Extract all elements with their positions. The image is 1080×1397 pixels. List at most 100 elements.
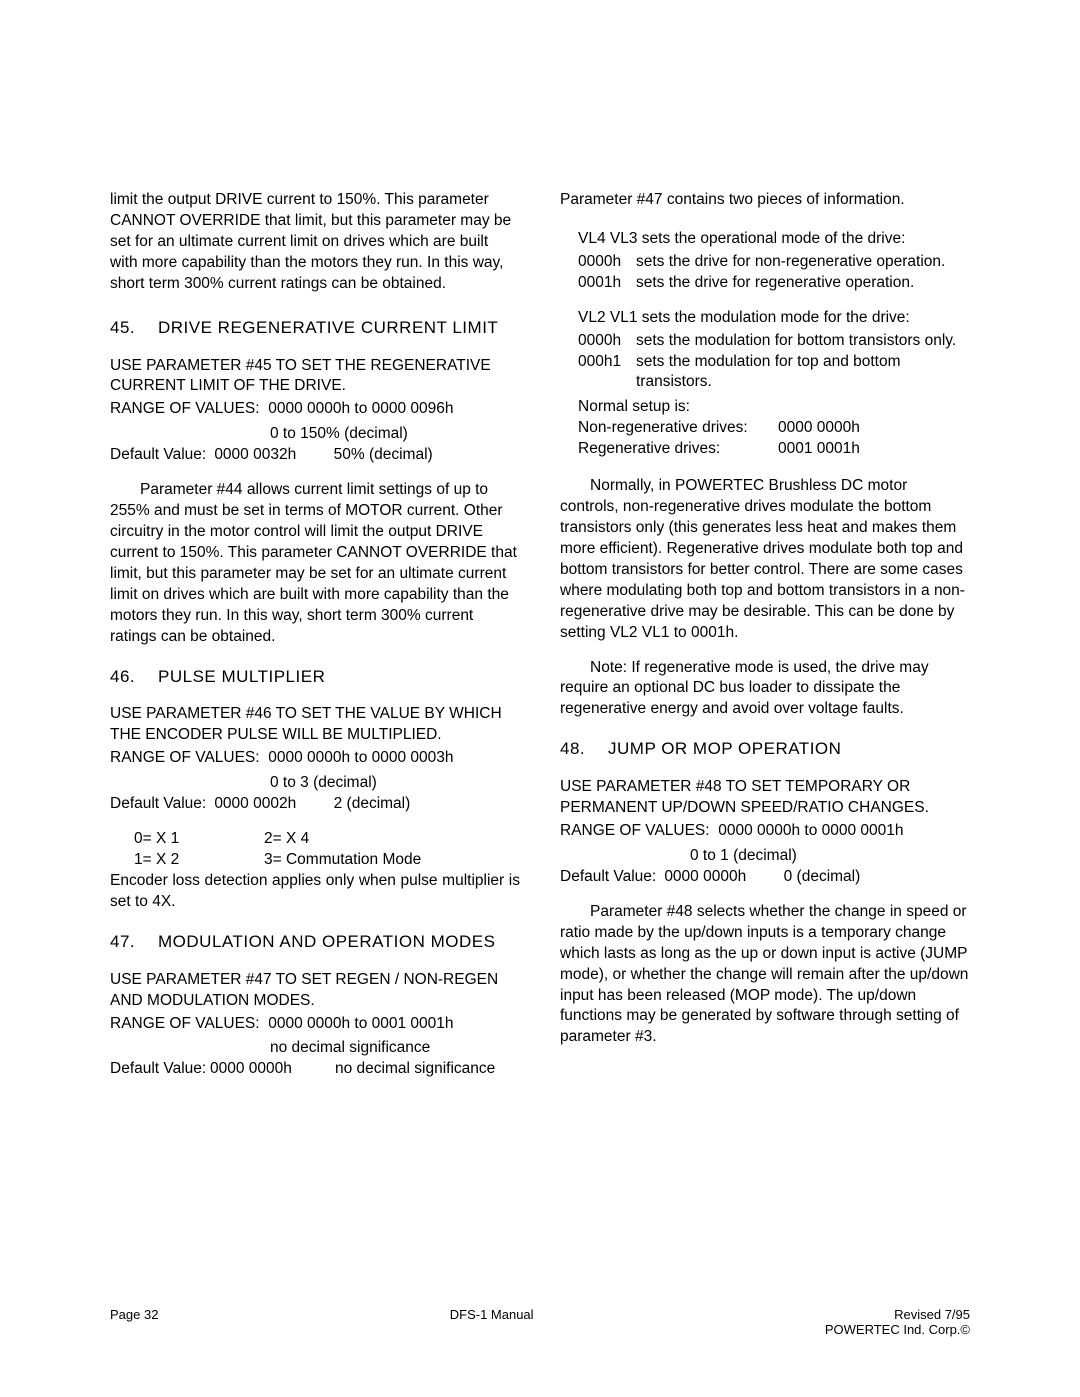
section-48-heading: 48. JUMP OR MOP OPERATION (560, 738, 970, 761)
default-hex: 0000 0002h (214, 794, 309, 815)
mode-desc: sets the modulation for top and bottom t… (636, 352, 970, 394)
section-46-range: RANGE OF VALUES: 0000 0000h to 0000 0003… (110, 748, 520, 769)
section-47-range: RANGE OF VALUES: 0000 0000h to 0001 0001… (110, 1014, 520, 1035)
section-46-heading: 46. PULSE MULTIPLIER (110, 666, 520, 689)
mode-desc: sets the drive for non-regenerative oper… (636, 252, 970, 273)
section-45-range-dec: 0 to 150% (decimal) (110, 424, 520, 445)
default-hex: 0000 0000h (664, 867, 759, 888)
section-45-title: DRIVE REGENERATIVE CURRENT LIMIT (158, 317, 520, 340)
default-dec: no decimal significance (315, 1059, 520, 1080)
section-46-use: USE PARAMETER #46 TO SET THE VALUE BY WH… (110, 704, 520, 746)
pulse-2: 2= X 4 (264, 829, 309, 850)
vl4-vl3-lead: VL4 VL3 sets the operational mode of the… (578, 229, 970, 250)
section-46-note: Encoder loss detection applies only when… (110, 871, 520, 913)
footer-center: DFS-1 Manual (450, 1307, 534, 1337)
section-48-use: USE PARAMETER #48 TO SET TEMPORARY OR PE… (560, 777, 970, 819)
mode-desc: sets the drive for regenerative operatio… (636, 273, 970, 294)
section-47-default: Default Value: 0000 0000h no decimal sig… (110, 1059, 520, 1080)
section-48-paragraph: Parameter #48 selects whether the change… (560, 902, 970, 1048)
intro-paragraph: limit the output DRIVE current to 150%. … (110, 190, 520, 295)
section-45-use: USE PARAMETER #45 TO SET THE REGENERATIV… (110, 356, 520, 398)
section-47-use: USE PARAMETER #47 TO SET REGEN / NON-REG… (110, 970, 520, 1012)
setup-value: 0000 0000h (778, 418, 970, 439)
setup-label: Regenerative drives: (578, 439, 778, 460)
mode-desc: sets the modulation for bottom transisto… (636, 331, 970, 352)
section-47-range-dec: no decimal significance (110, 1038, 520, 1059)
section-46-number: 46. (110, 666, 158, 689)
mode-code: 0001h (578, 273, 636, 294)
pulse-3: 3= Commutation Mode (264, 850, 421, 871)
footer-company: POWERTEC Ind. Corp.© (825, 1322, 970, 1337)
page-columns: limit the output DRIVE current to 150%. … (110, 190, 970, 1080)
left-column: limit the output DRIVE current to 150%. … (110, 190, 520, 1080)
table-row: 0000h sets the modulation for bottom tra… (578, 331, 970, 352)
section-48-default: Default Value: 0000 0000h 0 (decimal) (560, 867, 970, 888)
range-label: RANGE OF VALUES: (560, 822, 710, 839)
section-45-paragraph: Parameter #44 allows current limit setti… (110, 480, 520, 647)
right-para-1: Normally, in POWERTEC Brushless DC motor… (560, 476, 970, 643)
right-intro-text: Parameter #47 contains two pieces of inf… (560, 191, 905, 208)
vl4-vl3-block: VL4 VL3 sets the operational mode of the… (578, 229, 970, 294)
pulse-1: 1= X 2 (134, 850, 264, 871)
table-row: 1= X 2 3= Commutation Mode (134, 850, 520, 871)
setup-label: Non-regenerative drives: (578, 418, 778, 439)
setup-value: 0001 0001h (778, 439, 970, 460)
section-48-range-dec: 0 to 1 (decimal) (560, 846, 970, 867)
footer-revised: Revised 7/95 (825, 1307, 970, 1322)
table-row: 0000h sets the drive for non-regenerativ… (578, 252, 970, 273)
section-47-number: 47. (110, 931, 158, 954)
default-dec: 50% (decimal) (314, 445, 433, 466)
footer-right: Revised 7/95 POWERTEC Ind. Corp.© (825, 1307, 970, 1337)
range-label: RANGE OF VALUES: (110, 400, 260, 417)
section-45-heading: 45. DRIVE REGENERATIVE CURRENT LIMIT (110, 317, 520, 340)
section-46-default: Default Value: 0000 0002h 2 (decimal) (110, 794, 520, 815)
section-47-title: MODULATION AND OPERATION MODES (158, 931, 520, 954)
section-45-range: RANGE OF VALUES: 0000 0000h to 0000 0096… (110, 399, 520, 420)
table-row: 000h1 sets the modulation for top and bo… (578, 352, 970, 394)
range-hex: 0000 0000h to 0000 0096h (268, 400, 453, 417)
range-label: RANGE OF VALUES: (110, 1015, 260, 1032)
section-45-number: 45. (110, 317, 158, 340)
pulse-multiplier-table: 0= X 1 2= X 4 1= X 2 3= Commutation Mode (134, 829, 520, 871)
default-hex: 0000 0000h (210, 1059, 315, 1080)
range-hex: 0000 0000h to 0001 0001h (268, 1015, 453, 1032)
right-para-1-text: Normally, in POWERTEC Brushless DC motor… (560, 477, 965, 640)
default-label: Default Value: (110, 445, 210, 466)
mode-code: 0000h (578, 331, 636, 352)
section-45-para-text: Parameter #44 allows current limit setti… (110, 481, 517, 644)
section-48-para-text: Parameter #48 selects whether the change… (560, 903, 968, 1046)
table-row: Non-regenerative drives: 0000 0000h (578, 418, 970, 439)
section-46-title: PULSE MULTIPLIER (158, 666, 520, 689)
table-row: 0001h sets the drive for regenerative op… (578, 273, 970, 294)
mode-code: 000h1 (578, 352, 636, 394)
default-dec: 2 (decimal) (314, 794, 411, 815)
right-para-2: Note: If regenerative mode is used, the … (560, 658, 970, 721)
default-label: Default Value: (110, 794, 210, 815)
right-column: Parameter #47 contains two pieces of inf… (560, 190, 970, 1080)
default-label: Default Value: (560, 867, 660, 888)
pulse-0: 0= X 1 (134, 829, 264, 850)
range-hex: 0000 0000h to 0000 0003h (268, 749, 453, 766)
default-hex: 0000 0032h (214, 445, 309, 466)
table-row: Regenerative drives: 0001 0001h (578, 439, 970, 460)
normal-setup-block: Normal setup is: Non-regenerative drives… (578, 397, 970, 460)
vl2-vl1-block: VL2 VL1 sets the modulation mode for the… (578, 308, 970, 394)
page-footer: Page 32 DFS-1 Manual Revised 7/95 POWERT… (110, 1307, 970, 1337)
section-48-number: 48. (560, 738, 608, 761)
right-intro: Parameter #47 contains two pieces of inf… (560, 190, 970, 211)
section-46-range-dec: 0 to 3 (decimal) (110, 773, 520, 794)
range-hex: 0000 0000h to 0000 0001h (718, 822, 903, 839)
section-48-title: JUMP OR MOP OPERATION (608, 738, 970, 761)
mode-code: 0000h (578, 252, 636, 273)
range-label: RANGE OF VALUES: (110, 749, 260, 766)
section-48-range: RANGE OF VALUES: 0000 0000h to 0000 0001… (560, 821, 970, 842)
section-45-default: Default Value: 0000 0032h 50% (decimal) (110, 445, 520, 466)
default-dec: 0 (decimal) (764, 867, 861, 888)
vl2-vl1-lead: VL2 VL1 sets the modulation mode for the… (578, 308, 970, 329)
right-para-2-text: Note: If regenerative mode is used, the … (560, 659, 929, 718)
default-label: Default Value: (110, 1059, 210, 1080)
footer-left: Page 32 (110, 1307, 158, 1337)
normal-setup-lead: Normal setup is: (578, 397, 970, 418)
section-47-heading: 47. MODULATION AND OPERATION MODES (110, 931, 520, 954)
table-row: 0= X 1 2= X 4 (134, 829, 520, 850)
